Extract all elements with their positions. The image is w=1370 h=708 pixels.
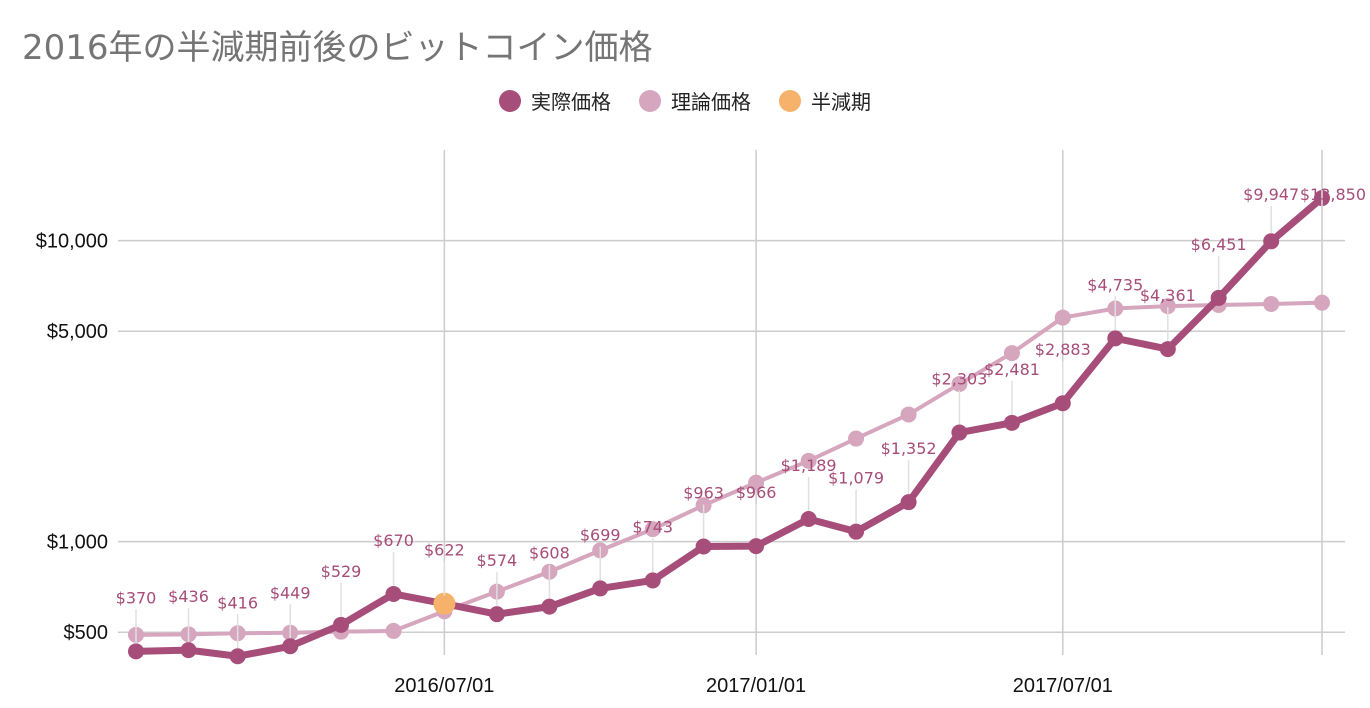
data-point: [229, 648, 246, 665]
data-point: [644, 572, 661, 589]
data-point: [1263, 295, 1280, 312]
data-label: $699: [580, 525, 621, 544]
data-point: [385, 622, 402, 639]
data-label: $2,303: [931, 370, 987, 389]
data-point: [900, 494, 917, 511]
data-point: [180, 642, 197, 659]
data-labels: $370 $436 $416 $449 $529 $670 $622 $574 $608 $699…: [116, 185, 1366, 649]
data-label: $574: [477, 551, 518, 570]
data-label: $9,947: [1243, 185, 1299, 204]
data-point: [488, 606, 505, 623]
data-label: $370: [116, 588, 157, 607]
data-point: [592, 580, 609, 597]
legend-label-actual: 実際価格: [531, 90, 611, 114]
data-label: $622: [424, 541, 465, 560]
data-label: $6,451: [1191, 235, 1247, 254]
legend-label-theoretical: 理論価格: [671, 90, 751, 114]
legend-item-actual[interactable]: 実際価格: [499, 86, 611, 115]
data-label: $4,735: [1087, 275, 1143, 294]
data-label: $4,361: [1140, 286, 1196, 305]
data-point: [951, 424, 968, 441]
data-label: $1,352: [881, 439, 937, 458]
data-point: [800, 510, 817, 527]
data-point: [282, 638, 299, 655]
data-point: [848, 523, 865, 540]
legend-item-theoretical[interactable]: 理論価格: [639, 86, 751, 115]
data-point: [385, 585, 402, 602]
series-actual: [128, 190, 1330, 665]
data-point: [128, 643, 144, 660]
data-point: [695, 538, 712, 555]
data-label: $670: [373, 531, 414, 550]
data-point: [951, 375, 968, 392]
data-point: [800, 452, 817, 469]
x-tick-label: 2017/01/01: [706, 675, 806, 697]
legend: 実際価格 理論価格 半減期: [0, 86, 1370, 115]
data-point: [1003, 345, 1020, 362]
series-line: [134, 300, 1324, 637]
legend-marker-theoretical: [639, 89, 661, 112]
x-tick-label: 2016/07/01: [394, 675, 494, 697]
x-tick-label: 2017/07/01: [1013, 675, 1113, 697]
y-tick-label: $5,000: [47, 321, 108, 343]
data-point: [1159, 298, 1176, 315]
data-label: $2,481: [984, 360, 1040, 379]
data-label: $1,079: [828, 469, 884, 488]
y-tick-label: $1,000: [47, 532, 108, 554]
chart-title: 2016年の半減期前後のビットコイン価格: [22, 28, 653, 68]
legend-item-halving[interactable]: 半減期: [779, 86, 871, 115]
data-point: [433, 592, 456, 615]
data-label: $743: [632, 517, 673, 536]
data-label: $436: [168, 587, 209, 606]
y-tick-label: $500: [64, 622, 109, 644]
data-label: $2,883: [1035, 340, 1091, 359]
data-label: $529: [321, 562, 362, 581]
y-tick-label: $10,000: [36, 231, 108, 253]
data-label: $416: [217, 593, 258, 612]
data-point: [1107, 330, 1124, 347]
series-line: [132, 194, 1326, 660]
data-point: [644, 521, 661, 538]
data-label: $449: [270, 583, 311, 602]
data-point: [748, 538, 765, 555]
legend-marker-actual: [499, 89, 521, 112]
data-point: [848, 430, 865, 447]
series-halving: [433, 592, 456, 615]
data-label: $13,850: [1300, 185, 1366, 204]
data-label: $966: [736, 483, 777, 502]
data-label: $608: [529, 544, 570, 563]
data-point: [333, 616, 350, 633]
axis-labels: $10,000 $5,000 $1,000 $500 2016/07/01 2017/01…: [36, 231, 1113, 697]
data-label: $963: [683, 484, 724, 503]
legend-label-halving: 半減期: [811, 90, 871, 114]
data-point: [1003, 414, 1020, 431]
data-point: [748, 474, 765, 491]
data-point: [1054, 395, 1071, 412]
data-point: [1263, 233, 1280, 250]
data-point: [1054, 309, 1071, 326]
grid-lines: [118, 150, 1345, 655]
data-point: [1159, 341, 1176, 358]
data-point: [1210, 289, 1227, 306]
data-label: $1,189: [781, 456, 837, 475]
data-point: [900, 406, 917, 423]
legend-marker-halving: [779, 89, 801, 112]
data-point: [541, 598, 558, 615]
data-point: [1314, 294, 1330, 311]
